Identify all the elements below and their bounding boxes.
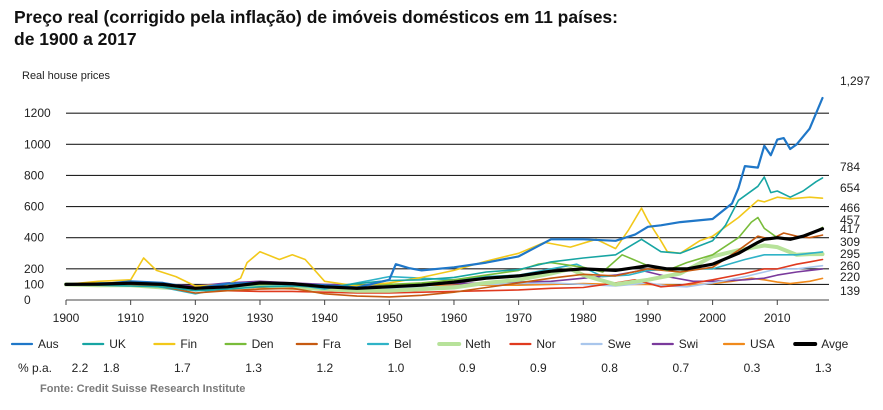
end-value-label: 260 <box>840 259 860 273</box>
legend-label-den: Den <box>252 337 274 351</box>
legend-label-swe: Swe <box>608 337 632 351</box>
legend-label-uk: UK <box>109 337 126 351</box>
end-value-label: 295 <box>840 247 860 261</box>
end-value-label: 457 <box>840 213 860 227</box>
percent-pa-fra: 1.2 <box>316 361 333 375</box>
y-tick-label: 100 <box>24 277 44 291</box>
source-note: Fonte: Credit Suisse Research Institute <box>40 383 246 395</box>
x-tick-label: 1920 <box>182 311 209 325</box>
series-line-avge <box>64 227 825 290</box>
percent-pa-aus: 2.2 <box>72 361 89 375</box>
legend: Aus UK Fin Den Fra Bel Neth Nor Swe Swi USA Avge <box>10 337 849 351</box>
page-title: Preço real (corrigido pela inflação) de … <box>14 6 874 50</box>
title-line-2: de 1900 a 2017 <box>14 29 137 49</box>
series-line-uk <box>65 176 824 292</box>
x-tick-label: 1980 <box>570 311 597 325</box>
y-tick-label: 0 <box>24 293 31 307</box>
legend-label-avge: Avge <box>821 337 848 351</box>
y-tick-label: 1000 <box>24 137 51 151</box>
end-value-label: 417 <box>840 222 860 236</box>
x-tick-label: 1900 <box>53 311 80 325</box>
percent-pa-usa: 0.3 <box>744 361 761 375</box>
y-tick-label: 800 <box>24 168 44 182</box>
end-value-label: 466 <box>840 201 860 215</box>
x-tick-label: 1990 <box>635 311 662 325</box>
end-value-label: 309 <box>840 235 860 249</box>
y-tick-label: 1200 <box>24 106 51 120</box>
y-tick-label: 200 <box>24 262 44 276</box>
title-line-1: Preço real (corrigido pela inflação) de … <box>14 7 618 27</box>
end-value-label: 220 <box>840 270 860 284</box>
percent-pa-row: 2.2 1.8 1.7 1.3 1.2 1.0 0.9 0.9 0.8 0.7 0.3 1.3 <box>72 361 832 375</box>
percent-pa-neth: 0.9 <box>459 361 476 375</box>
x-tick-label: 1940 <box>311 311 338 325</box>
legend-label-fin: Fin <box>180 337 197 351</box>
legend-label-fra: Fra <box>323 337 341 351</box>
legend-label-usa: USA <box>750 337 775 351</box>
percent-pa-nor: 0.9 <box>530 361 547 375</box>
end-value-label: 784 <box>840 160 860 174</box>
x-tick-label: 2010 <box>764 311 791 325</box>
percent-pa-avge: 1.3 <box>815 361 832 375</box>
legend-label-nor: Nor <box>536 337 555 351</box>
series-lines <box>64 96 825 298</box>
x-tick-label: 1970 <box>505 311 532 325</box>
x-tick-label: 1910 <box>117 311 144 325</box>
legend-label-swi: Swi <box>679 337 698 351</box>
percent-pa-label: % p.a. <box>18 361 52 375</box>
x-tick-label: 2000 <box>699 311 726 325</box>
end-value-label: 654 <box>840 181 860 195</box>
legend-label-bel: Bel <box>394 337 411 351</box>
percent-pa-uk: 1.8 <box>103 361 120 375</box>
percent-pa-swi: 0.7 <box>672 361 689 375</box>
x-tick-label: 1960 <box>441 311 468 325</box>
legend-label-aus: Aus <box>38 337 59 351</box>
y-tick-label: 400 <box>24 231 44 245</box>
percent-pa-fin: 1.7 <box>174 361 191 375</box>
percent-pa-bel: 1.0 <box>388 361 405 375</box>
x-axis: 1900 1910 1920 1930 1940 1950 1960 1970 1980 1990… <box>53 300 791 325</box>
y-axis-label: Real house prices <box>22 70 111 82</box>
legend-label-neth: Neth <box>465 337 490 351</box>
x-tick-label: 1930 <box>247 311 274 325</box>
percent-pa-swe: 0.8 <box>601 361 618 375</box>
percent-pa-den: 1.3 <box>245 361 262 375</box>
end-value-label: 1,297 <box>840 74 870 88</box>
end-value-label: 139 <box>840 284 860 298</box>
x-tick-label: 1950 <box>376 311 403 325</box>
y-tick-label: 600 <box>24 200 44 214</box>
